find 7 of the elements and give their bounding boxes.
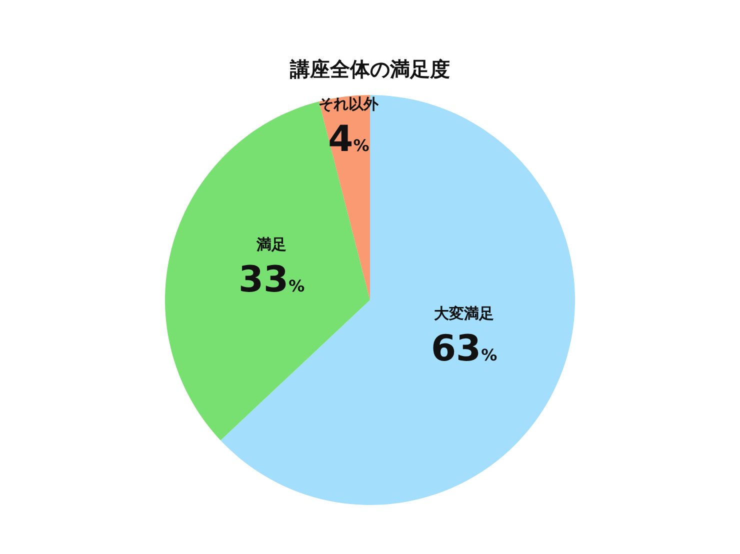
data-label: 63% <box>431 328 498 370</box>
pie-slice <box>220 95 575 505</box>
chart-title: 講座全体の満足度 <box>289 57 450 81</box>
slice-label: 大変満足 <box>434 304 494 323</box>
data-label: 33% <box>238 259 305 300</box>
data-label: 4% <box>328 119 370 160</box>
slice-label: 満足 <box>256 235 287 254</box>
